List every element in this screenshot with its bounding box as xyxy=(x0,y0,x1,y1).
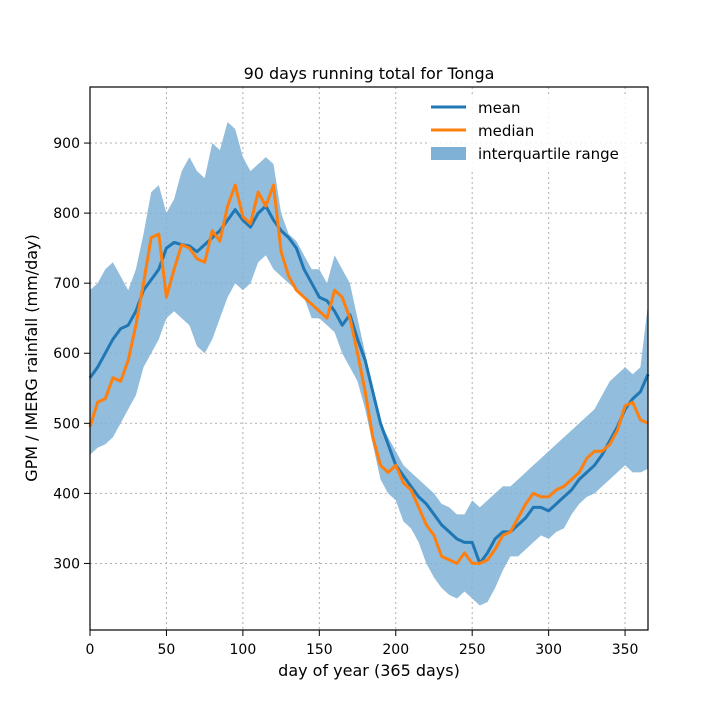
x-tick-label: 100 xyxy=(230,642,257,658)
x-tick-label: 300 xyxy=(535,642,562,658)
x-tick-label: 350 xyxy=(612,642,639,658)
plot-data xyxy=(88,122,650,606)
y-tick-label: 900 xyxy=(53,136,80,152)
legend-median-label: median xyxy=(478,122,534,140)
y-tick-label: 300 xyxy=(53,556,80,572)
y-tick-label: 600 xyxy=(53,346,80,362)
y-tick-label: 400 xyxy=(53,486,80,502)
legend-iqr-swatch xyxy=(431,147,466,160)
x-tick-label: 200 xyxy=(382,642,409,658)
legend-iqr-label: interquartile range xyxy=(478,145,619,163)
y-tick-label: 700 xyxy=(53,276,80,292)
legend: mean median interquartile range xyxy=(430,96,638,172)
x-tick-label: 250 xyxy=(459,642,486,658)
x-tick-label: 0 xyxy=(86,642,95,658)
y-tick-label: 500 xyxy=(53,416,80,432)
iqr-band xyxy=(90,122,648,606)
chart-title: 90 days running total for Tonga xyxy=(244,64,495,83)
median-line xyxy=(88,183,649,565)
y-tick-label: 800 xyxy=(53,206,80,222)
x-tick-label: 50 xyxy=(158,642,176,658)
x-axis-label: day of year (365 days) xyxy=(278,661,460,680)
legend-mean-label: mean xyxy=(478,99,521,117)
axes: 0 50 100 150 200 250 300 350 300 400 500 600 700 800 9… xyxy=(53,136,638,658)
y-axis-label: GPM / IMERG rainfall (mm/day) xyxy=(22,234,41,482)
plot-frame xyxy=(89,86,649,631)
x-tick-label: 150 xyxy=(306,642,333,658)
